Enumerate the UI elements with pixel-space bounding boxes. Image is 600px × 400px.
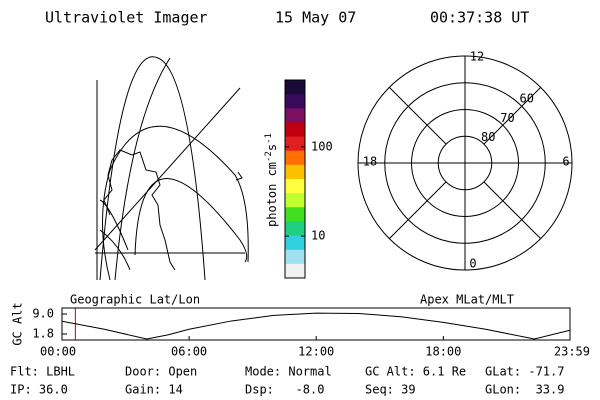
color-step bbox=[285, 263, 305, 279]
mlt-label: 12 bbox=[470, 50, 484, 64]
x-tick-label: 00:00 bbox=[40, 345, 76, 359]
altitude-line bbox=[61, 312, 571, 340]
coastline bbox=[235, 171, 243, 181]
color-step bbox=[285, 80, 305, 95]
status-field: Dsp: -8.0 bbox=[245, 383, 324, 397]
status-field: Flt: LBHL bbox=[10, 365, 75, 379]
time: 00:37:38 UT bbox=[430, 9, 529, 27]
color-step bbox=[285, 179, 305, 194]
mlt-label: 18 bbox=[363, 155, 377, 169]
color-step bbox=[285, 221, 305, 237]
color-step bbox=[285, 249, 305, 265]
diag-line bbox=[483, 86, 542, 145]
color-step bbox=[285, 136, 305, 152]
date: 15 May 07 bbox=[275, 9, 356, 27]
mlt-label: 0 bbox=[469, 257, 476, 271]
status-field: Mode: Normal bbox=[245, 365, 332, 379]
diag-line bbox=[388, 181, 447, 240]
map-arc bbox=[102, 125, 249, 281]
x-tick-label: 06:00 bbox=[171, 345, 207, 359]
altitude-plot: 9.0 1.8 00:00 06:00 12:00 18:00 23:59 bbox=[32, 307, 590, 359]
map-arc bbox=[134, 178, 248, 263]
color-step bbox=[285, 94, 305, 109]
x-tick-label: 18:00 bbox=[425, 345, 461, 359]
x-tick-label: 23:59 bbox=[554, 345, 590, 359]
status-panel: Flt: LBHL Door: Open Mode: Normal GC Alt: 6… bbox=[10, 365, 564, 397]
polar-plot: 80 70 60 12 0 18 6 bbox=[357, 50, 573, 271]
colorbar: 10 100 bbox=[284, 79, 333, 279]
geographic-map bbox=[94, 56, 249, 281]
lat-label: 70 bbox=[500, 111, 514, 125]
lat-label: 60 bbox=[520, 92, 534, 106]
map-label: Apex MLat/MLT bbox=[420, 293, 514, 307]
colorbar-tick-label: 100 bbox=[311, 139, 333, 153]
coastline bbox=[103, 149, 176, 271]
unit-exp: -2 bbox=[264, 151, 274, 162]
color-step bbox=[285, 193, 305, 208]
colorbar-label: photon cm-2s-1 bbox=[264, 133, 279, 227]
y-axis-label: GC Alt bbox=[11, 302, 25, 345]
status-field: GLon: 33.9 bbox=[485, 383, 564, 397]
lat-label: 80 bbox=[481, 130, 495, 144]
color-step bbox=[285, 150, 305, 166]
diag-line bbox=[388, 86, 447, 145]
diag-line bbox=[483, 181, 542, 240]
status-field: Door: Open bbox=[125, 365, 197, 379]
status-field: GC Alt: 6.1 Re bbox=[365, 365, 466, 379]
status-field: GLat: -71.7 bbox=[485, 365, 564, 379]
status-field: Seq: 39 bbox=[365, 383, 416, 397]
mlt-label: 6 bbox=[562, 155, 569, 169]
map-arc bbox=[99, 199, 131, 271]
map-arc bbox=[114, 57, 171, 281]
color-step bbox=[285, 122, 305, 138]
color-step bbox=[285, 207, 305, 222]
y-tick-label: 9.0 bbox=[32, 307, 54, 321]
color-step bbox=[285, 235, 305, 251]
y-tick-label: 1.8 bbox=[32, 327, 54, 341]
colorbar-frame bbox=[284, 79, 306, 279]
colorbar-tick-label: 10 bbox=[311, 229, 325, 243]
unit: photon cm bbox=[265, 162, 279, 227]
color-step bbox=[285, 108, 305, 123]
map-label: Geographic Lat/Lon bbox=[70, 293, 200, 307]
status-field: Gain: 14 bbox=[125, 383, 183, 397]
unit-exp: -1 bbox=[264, 133, 274, 144]
unit: s bbox=[265, 144, 279, 151]
title: Ultraviolet Imager bbox=[45, 9, 208, 27]
x-tick-label: 12:00 bbox=[298, 345, 334, 359]
map-line bbox=[94, 87, 241, 251]
color-step bbox=[285, 164, 305, 180]
status-field: IP: 36.0 bbox=[10, 383, 68, 397]
